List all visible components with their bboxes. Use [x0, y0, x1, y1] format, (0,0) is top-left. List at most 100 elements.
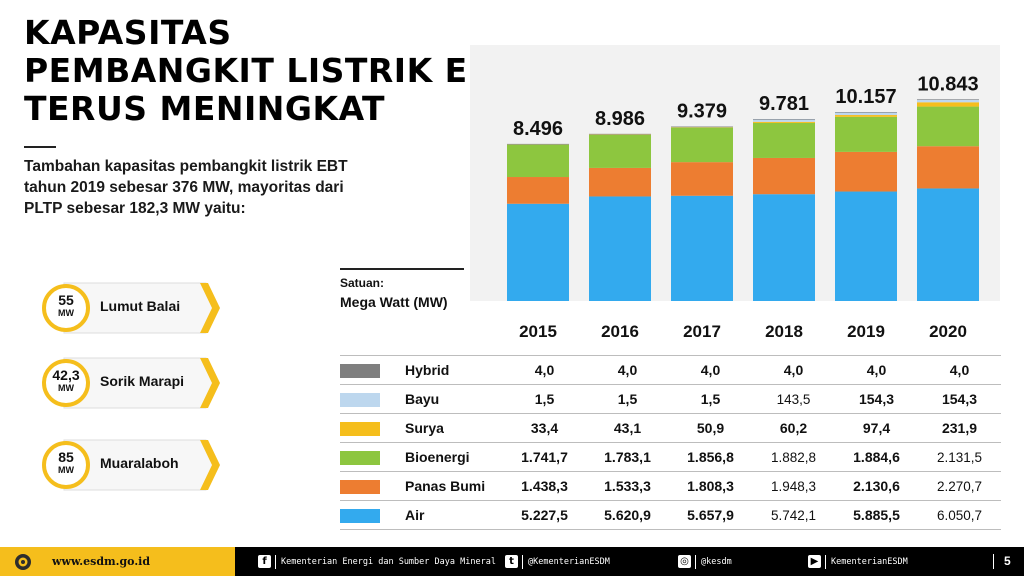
x-tick-label: 2015	[519, 322, 557, 341]
social-separator	[825, 554, 826, 569]
table-cell: 1.948,3	[752, 471, 835, 501]
table-cell: 4,0	[835, 355, 918, 385]
bar-segment-panas-bumi-2016	[589, 167, 651, 197]
table-cell: 1.741,7	[503, 442, 586, 472]
bar-segment-bayu-2019	[835, 112, 897, 116]
table-cell: 1,5	[669, 384, 752, 414]
bar-segment-hybrid-2020	[917, 99, 979, 100]
location-callout-muaralaboh: 85 MW Muaralaboh	[40, 436, 220, 494]
social-handle: @kesdm	[701, 556, 732, 567]
table-cell: 1.808,3	[669, 471, 752, 501]
social-link-youtube[interactable]: ▶ KementerianESDM	[808, 547, 908, 576]
bar-segment-surya-2020	[917, 102, 979, 107]
bar-segment-bayu-2020	[917, 99, 979, 103]
table-cell: 154,3	[918, 384, 1001, 414]
row-label: Air	[400, 500, 503, 530]
table-cell: 1.438,3	[503, 471, 586, 501]
bar-segment-air-2017	[671, 195, 733, 301]
legend-swatch-cell	[340, 384, 400, 414]
capacity-value: 85	[58, 449, 74, 465]
social-handle: Kementerian Energi dan Sumber Daya Miner…	[281, 556, 496, 567]
page-number-divider	[993, 554, 994, 569]
legend-swatch-cell	[340, 413, 400, 443]
table-cell: 50,9	[669, 413, 752, 443]
title-line: PEMBANGKIT LISTRIK EBT	[24, 51, 517, 90]
description-text: Tambahan kapasitas pembangkit listrik EB…	[24, 158, 348, 217]
bar-total-label: 9.379	[677, 101, 727, 123]
page-number: 5	[1004, 554, 1011, 568]
table-row: Bayu 1,5 1,5 1,5 143,5 154,3 154,3	[340, 384, 1001, 414]
row-label: Hybrid	[400, 355, 503, 385]
instagram-icon: ◎	[678, 555, 691, 568]
legend-swatch-surya	[340, 422, 380, 437]
table-row: Hybrid 4,0 4,0 4,0 4,0 4,0 4,0	[340, 355, 1001, 385]
capacity-badge: 85 MW	[42, 441, 90, 489]
social-separator	[522, 554, 523, 569]
x-tick-label: 2020	[929, 322, 967, 341]
bar-segment-air-2015	[507, 203, 569, 301]
ministry-emblem-icon	[15, 554, 31, 570]
table-cell: 1.533,3	[586, 471, 669, 501]
table-row: Panas Bumi 1.438,3 1.533,3 1.808,3 1.948,3 2.…	[340, 471, 1001, 501]
website-link[interactable]: www.esdm.go.id	[52, 555, 151, 568]
capacity-value: 55	[58, 292, 74, 308]
unit-label: Satuan:	[340, 276, 385, 290]
table-cell: 231,9	[918, 413, 1001, 443]
capacity-stacked-bar-chart: 8.496 2015 8.986 2016 9.379 2017 9.781 2018 10.1…	[470, 45, 1000, 341]
location-callout-lumut-balai: 55 MW Lumut Balai	[40, 279, 220, 337]
capacity-badge: 42,3 MW	[42, 359, 90, 407]
legend-swatch-cell	[340, 500, 400, 530]
table-cell: 143,5	[752, 384, 835, 414]
table-cell: 33,4	[503, 413, 586, 443]
bar-segment-bioenergi-2019	[835, 116, 897, 152]
footer-bar: www.esdm.go.id f Kementerian Energi dan S…	[0, 547, 1024, 576]
bar-total-label: 9.781	[759, 93, 809, 115]
twitter-icon: t	[505, 555, 518, 568]
table-cell: 60,2	[752, 413, 835, 443]
bar-segment-panas-bumi-2019	[835, 151, 897, 192]
title-line: KAPASITAS	[24, 13, 232, 52]
bar-segment-panas-bumi-2017	[671, 162, 733, 196]
bar-total-label: 10.843	[917, 73, 978, 95]
row-label: Surya	[400, 413, 503, 443]
table-cell: 1.884,6	[835, 442, 918, 472]
social-link-facebook[interactable]: f Kementerian Energi dan Sumber Daya Mine…	[258, 547, 496, 576]
social-link-instagram[interactable]: ◎ @kesdm	[678, 547, 732, 576]
table-cell: 4,0	[752, 355, 835, 385]
legend-swatch-cell	[340, 471, 400, 501]
table-cell: 1.856,8	[669, 442, 752, 472]
table-cell: 4,0	[586, 355, 669, 385]
table-cell: 5.742,1	[752, 500, 835, 530]
bar-segment-bioenergi-2015	[507, 144, 569, 178]
capacity-value: 42,3	[52, 367, 80, 383]
location-name: Sorik Marapi	[100, 373, 185, 389]
bar-segment-air-2018	[753, 194, 815, 301]
bar-segment-bioenergi-2016	[589, 134, 651, 168]
bar-segment-bioenergi-2018	[753, 122, 815, 158]
bar-segment-panas-bumi-2018	[753, 157, 815, 195]
bar-segment-hybrid-2018	[753, 119, 815, 120]
social-link-twitter[interactable]: t @KementerianESDM	[505, 547, 610, 576]
bar-segment-air-2019	[835, 191, 897, 301]
table-row: Air 5.227,5 5.620,9 5.657,9 5.742,1 5.885,5 6.…	[340, 500, 1001, 530]
title-line: TERUS MENINGKAT	[24, 89, 386, 128]
legend-swatch-cell	[340, 442, 400, 472]
capacity-unit: MW	[58, 465, 74, 475]
table-cell: 2.131,5	[918, 442, 1001, 472]
bar-segment-air-2016	[589, 196, 651, 301]
table-row: Bioenergi 1.741,7 1.783,1 1.856,8 1.882,8 1.8…	[340, 442, 1001, 472]
table-cell: 154,3	[835, 384, 918, 414]
table-cell: 1.783,1	[586, 442, 669, 472]
bar-segment-surya-2018	[753, 121, 815, 123]
social-separator	[275, 554, 276, 569]
table-cell: 5.227,5	[503, 500, 586, 530]
youtube-icon: ▶	[808, 555, 821, 568]
location-name: Muaralaboh	[100, 455, 179, 471]
bar-segment-bayu-2018	[753, 119, 815, 122]
table-cell: 4,0	[669, 355, 752, 385]
row-label: Bioenergi	[400, 442, 503, 472]
table-cell: 4,0	[918, 355, 1001, 385]
legend-swatch-hybrid	[340, 364, 380, 379]
bar-segment-surya-2019	[835, 115, 897, 117]
table-cell: 5.885,5	[835, 500, 918, 530]
